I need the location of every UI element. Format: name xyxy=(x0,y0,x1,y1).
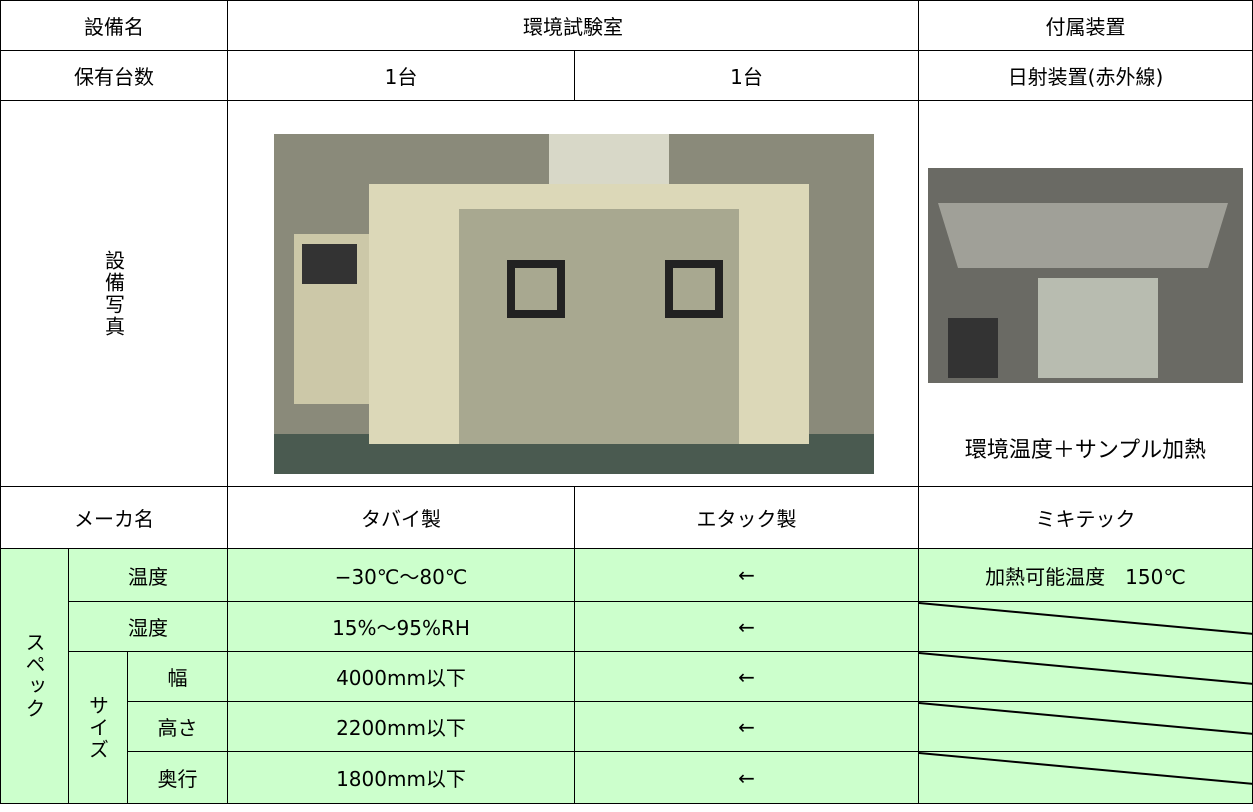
spec-row-label: 幅 xyxy=(127,651,228,702)
maker-label: メーカ名 xyxy=(0,486,228,549)
photo-label: 設備写真 xyxy=(0,100,228,487)
spec-value: 4000mm以下 xyxy=(227,651,575,702)
chamber-photo xyxy=(274,134,874,474)
count-value: 1台 xyxy=(227,50,575,101)
spec-value: 1800mm以下 xyxy=(227,751,575,804)
size-label: サイズ xyxy=(68,651,128,804)
spec-value: 加熱可能温度 150℃ xyxy=(918,548,1253,602)
empty-cell xyxy=(918,701,1253,752)
spec-value: 15%〜95%RH xyxy=(227,601,575,652)
maker-value: ミキテック xyxy=(918,486,1253,549)
maker-value: エタック製 xyxy=(574,486,919,549)
header-accessory: 付属装置 xyxy=(918,0,1253,51)
diagonal xyxy=(919,752,1253,785)
maker-value: タバイ製 xyxy=(227,486,575,549)
spec-row-label: 湿度 xyxy=(68,601,228,652)
spec-value: ← xyxy=(574,651,919,702)
empty-cell xyxy=(918,601,1253,652)
diagonal xyxy=(919,602,1253,635)
spec-label: スペック xyxy=(0,548,69,804)
photo-caption: 環境温度＋サンプル加熱 xyxy=(964,438,1207,463)
heater-photo xyxy=(928,168,1243,383)
spec-row-label: 温度 xyxy=(68,548,228,602)
spec-value: −30℃〜80℃ xyxy=(227,548,575,602)
spec-row-label: 高さ xyxy=(127,701,228,752)
spec-value: ← xyxy=(574,601,919,652)
diagonal xyxy=(919,652,1253,685)
empty-cell xyxy=(918,751,1253,804)
spec-value: ← xyxy=(574,751,919,804)
spec-row-label: 奥行 xyxy=(127,751,228,804)
spec-value: ← xyxy=(574,548,919,602)
header-main: 環境試験室 xyxy=(227,0,919,51)
spec-value: 2200mm以下 xyxy=(227,701,575,752)
header-label: 設備名 xyxy=(0,0,228,51)
empty-cell xyxy=(918,651,1253,702)
count-value: 日射装置(赤外線) xyxy=(918,50,1253,101)
diagonal xyxy=(919,702,1253,735)
spec-value: ← xyxy=(574,701,919,752)
count-label: 保有台数 xyxy=(0,50,228,101)
count-value: 1台 xyxy=(574,50,919,101)
